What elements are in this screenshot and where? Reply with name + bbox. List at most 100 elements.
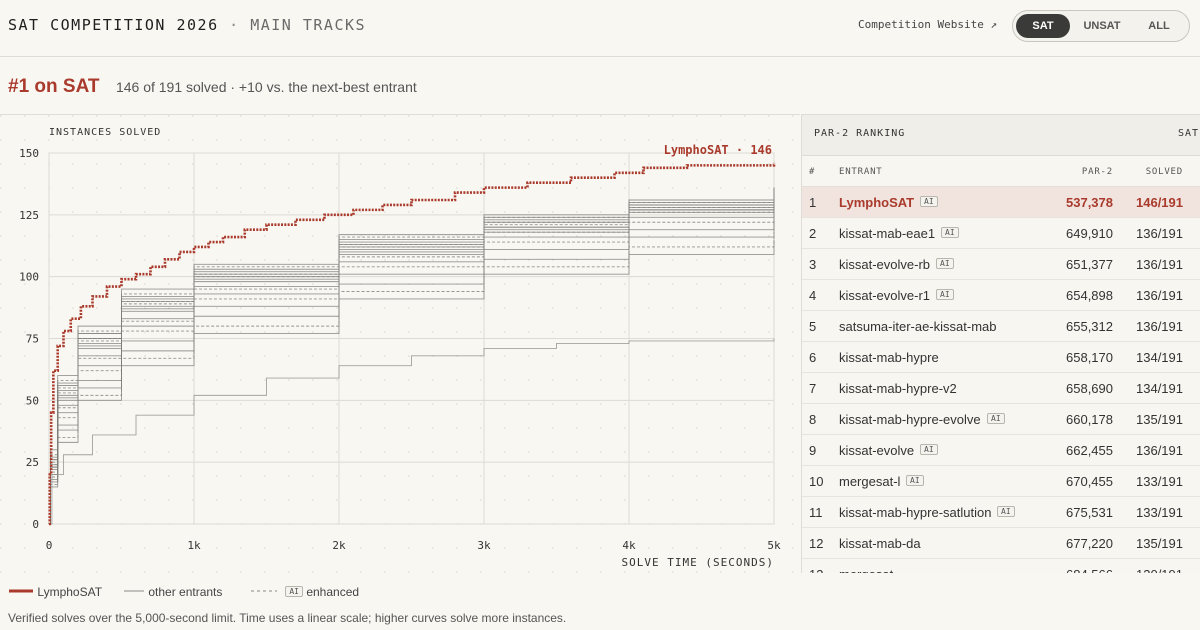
y-tick-label: 100 <box>19 271 39 284</box>
legend-others: other entrants <box>123 585 222 599</box>
col-solved: SOLVED <box>1145 167 1183 177</box>
ai-badge: AI <box>941 227 959 238</box>
row-par2: 670,455 <box>1066 474 1113 489</box>
rank-title: #1 on SAT <box>8 76 100 97</box>
x-tick-label: 2k <box>332 539 346 552</box>
row-entrant: kissat-evolve <box>839 443 915 458</box>
x-tick-label: 3k <box>477 539 491 552</box>
ai-badge: AI <box>936 289 954 300</box>
row-par2: 677,220 <box>1066 536 1113 551</box>
series-line <box>49 239 775 525</box>
col-par2: PAR-2 <box>1081 167 1113 177</box>
row-entrant: satsuma-iter-ae-kissat-mab <box>839 319 997 334</box>
y-tick-label: 75 <box>26 333 39 346</box>
ai-badge: AI <box>920 196 938 207</box>
col-entrant: ENTRANT <box>839 167 883 177</box>
y-axis-label: INSTANCES SOLVED <box>49 127 161 138</box>
row-solved: 134/191 <box>1136 381 1183 396</box>
row-entrant: kissat-mab-hypre-v2 <box>839 381 957 396</box>
row-solved: 136/191 <box>1136 288 1183 303</box>
row-entrant: mergesat-l <box>839 474 901 489</box>
legend-enhanced-label: enhanced <box>306 585 360 599</box>
row-par2: 675,531 <box>1066 505 1113 520</box>
ai-badge: AI <box>920 444 938 455</box>
row-entrant: LymphoSAT <box>839 195 915 210</box>
ranking-header: PAR-2 RANKING SAT <box>802 115 1200 156</box>
ranking-row[interactable]: 1 LymphoSAT AI 537,378 146/191 <box>802 187 1200 218</box>
row-solved: 133/191 <box>1136 474 1183 489</box>
row-par2: 658,170 <box>1066 350 1113 365</box>
row-solved: 130/191 <box>1136 567 1183 573</box>
ranking-track: SAT <box>1178 128 1200 139</box>
row-rank: 13 <box>809 567 823 573</box>
ranking-row[interactable]: 3 kissat-evolve-rb AI 651,377 136/191 <box>802 249 1200 280</box>
row-rank: 4 <box>809 288 817 303</box>
ranking-column-headers: # ENTRANT PAR-2 SOLVED <box>802 156 1200 187</box>
ranking-row[interactable]: 10 mergesat-l AI 670,455 133/191 <box>802 466 1200 497</box>
ai-badge: AI <box>906 475 924 486</box>
ranking-row[interactable]: 12 kissat-mab-da 677,220 135/191 <box>802 528 1200 559</box>
solve-time-chart: INSTANCES SOLVED SOLVE TIME (SECONDS) 0 2… <box>0 115 800 581</box>
y-tick-label: 125 <box>19 209 39 222</box>
ranking-row[interactable]: 7 kissat-mab-hypre-v2 658,690 134/191 <box>802 373 1200 404</box>
row-solved: 146/191 <box>1136 195 1183 210</box>
col-num: # <box>809 167 816 177</box>
row-solved: 133/191 <box>1136 505 1183 520</box>
row-entrant: kissat-evolve-rb <box>839 257 931 272</box>
app-title-sub: MAIN TRACKS <box>250 16 367 34</box>
row-solved: 136/191 <box>1136 443 1183 458</box>
ranking-row[interactable]: 9 kissat-evolve AI 662,455 136/191 <box>802 435 1200 466</box>
legend-enhanced: AI enhanced <box>250 585 359 599</box>
ai-badge: AI <box>936 258 954 269</box>
row-entrant: kissat-mab-hypre <box>839 350 939 365</box>
ranking-row[interactable]: 13 mergesat 684,566 130/191 <box>802 559 1200 573</box>
legend-others-swatch <box>124 590 144 592</box>
legend-highlight-swatch <box>9 589 33 593</box>
row-entrant: mergesat <box>839 567 893 573</box>
x-tick-label: 1k <box>187 539 201 552</box>
series-line <box>49 338 775 525</box>
tab-sat[interactable]: SAT <box>1016 14 1070 38</box>
ranking-row[interactable]: 6 kissat-mab-hypre 658,170 134/191 <box>802 342 1200 373</box>
row-par2: 662,455 <box>1066 443 1113 458</box>
ranking-row[interactable]: 11 kissat-mab-hypre-satlution AI 675,531 133… <box>802 497 1200 528</box>
tab-all[interactable]: ALL <box>1148 20 1170 32</box>
row-par2: 684,566 <box>1066 567 1113 573</box>
title-separator: · <box>229 16 240 34</box>
row-solved: 135/191 <box>1136 412 1183 427</box>
x-tick-label: 5k <box>767 539 781 552</box>
row-entrant: kissat-mab-eae1 <box>839 226 936 241</box>
ranking-row[interactable]: 5 satsuma-iter-ae-kissat-mab 655,312 136/19… <box>802 311 1200 342</box>
row-par2: 651,377 <box>1066 257 1113 272</box>
rank-summary: 146 of 191 solved · +10 vs. the next-bes… <box>115 79 417 95</box>
legend-dashed-swatch <box>251 590 277 592</box>
row-rank: 6 <box>809 350 817 365</box>
legend-highlight: LymphoSAT <box>8 585 102 599</box>
row-solved: 134/191 <box>1136 350 1183 365</box>
x-tick-label: 0 <box>46 539 53 552</box>
row-par2: 654,898 <box>1066 288 1113 303</box>
x-axis-label: SOLVE TIME (SECONDS) <box>622 556 774 569</box>
row-rank: 7 <box>809 381 817 396</box>
row-rank: 12 <box>809 536 824 551</box>
row-rank: 2 <box>809 226 817 241</box>
y-tick-label: 150 <box>19 147 39 160</box>
row-entrant: kissat-mab-da <box>839 536 921 551</box>
row-rank: 11 <box>809 505 823 520</box>
y-tick-label: 0 <box>32 518 39 531</box>
competition-website-link[interactable]: Competition Website ↗ <box>858 18 998 31</box>
row-par2: 658,690 <box>1066 381 1113 396</box>
ranking-title: PAR-2 RANKING <box>814 128 906 139</box>
y-tick-label: 50 <box>26 394 39 407</box>
ranking-panel: PAR-2 RANKING SAT # ENTRANT PAR-2 SOLVED… <box>801 114 1200 573</box>
legend-highlight-label: LymphoSAT <box>37 585 103 599</box>
headline: #1 on SAT 146 of 191 solved · +10 vs. th… <box>8 76 417 98</box>
chart-panel: INSTANCES SOLVED SOLVE TIME (SECONDS) 0 2… <box>0 114 800 581</box>
tab-unsat[interactable]: UNSAT <box>1083 20 1121 32</box>
row-par2: 649,910 <box>1066 226 1113 241</box>
row-par2: 537,378 <box>1066 195 1113 210</box>
ranking-row[interactable]: 2 kissat-mab-eae1 AI 649,910 136/191 <box>802 218 1200 249</box>
ranking-row[interactable]: 8 kissat-mab-hypre-evolve AI 660,178 135/191 <box>802 404 1200 435</box>
ai-badge: AI <box>997 506 1015 517</box>
ranking-row[interactable]: 4 kissat-evolve-r1 AI 654,898 136/191 <box>802 280 1200 311</box>
